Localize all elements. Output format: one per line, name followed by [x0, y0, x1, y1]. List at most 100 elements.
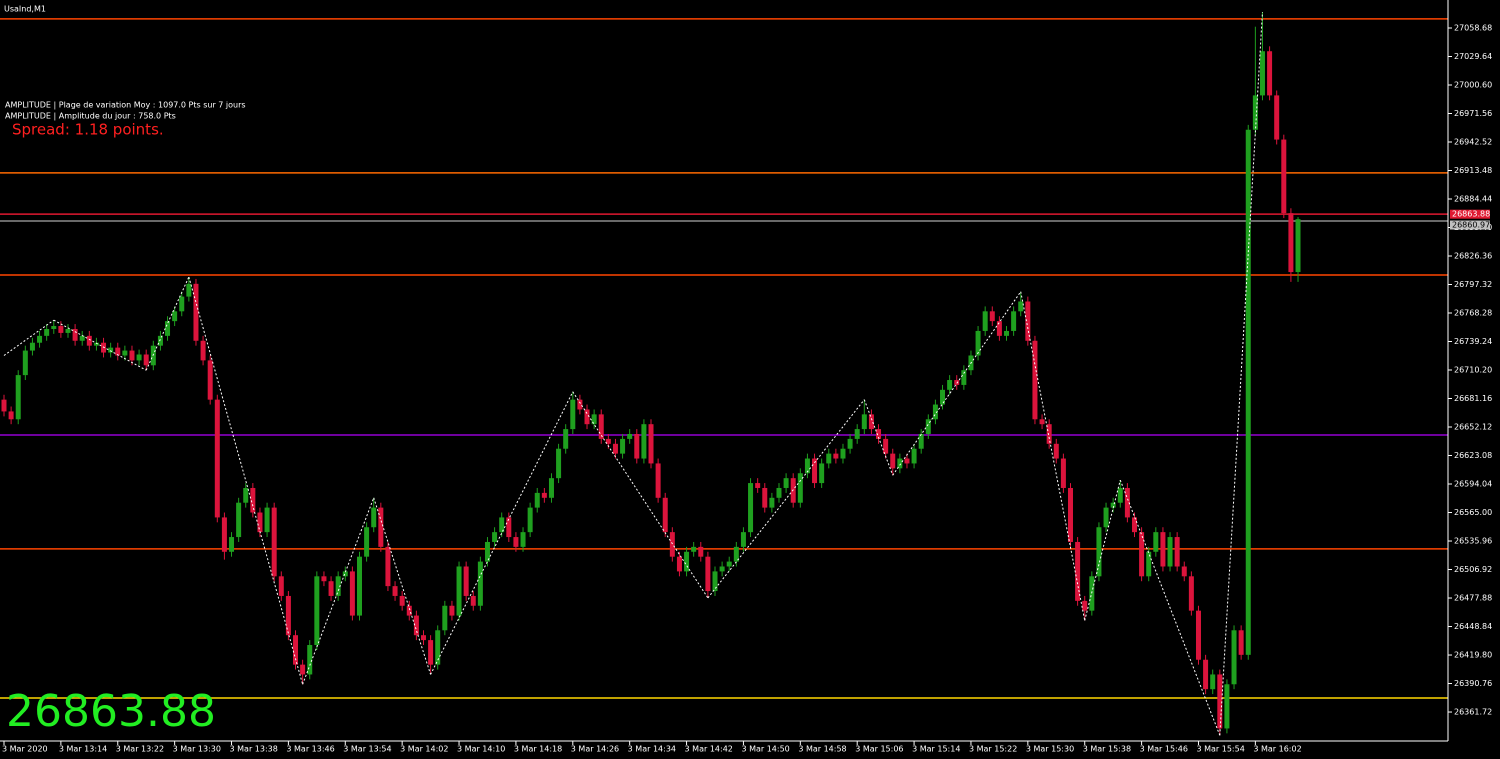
candle-body — [911, 448, 917, 464]
y-tick-label: 27029.64 — [1454, 52, 1492, 61]
candle-body — [527, 507, 533, 533]
candle-body — [1075, 541, 1081, 601]
candle-body — [1259, 51, 1265, 96]
candle-body — [570, 399, 576, 430]
x-tick-label: 3 Mar 15:06 — [855, 745, 903, 754]
x-tick-label: 3 Mar 13:22 — [116, 745, 164, 754]
zigzag-segment — [572, 391, 709, 599]
candle-body — [847, 438, 853, 449]
candle-body — [755, 483, 761, 488]
candle-body — [1238, 630, 1244, 655]
candle-body — [684, 551, 690, 572]
candle-body — [1117, 487, 1123, 503]
candle-body — [435, 630, 441, 665]
candle-body — [413, 615, 419, 636]
candle-body — [129, 350, 135, 361]
zigzag-segment — [1219, 11, 1263, 736]
x-tick-label: 3 Mar 13:54 — [343, 745, 391, 754]
candle-body — [833, 453, 839, 459]
candle-body — [200, 340, 206, 361]
candle-body — [620, 438, 626, 454]
candle-body — [797, 473, 803, 503]
candle-body — [285, 595, 291, 636]
candle-body — [229, 537, 235, 552]
x-tick-label: 3 Mar 13:46 — [286, 745, 334, 754]
candle-body — [193, 283, 199, 341]
candle-body — [762, 487, 768, 508]
y-tick-label: 26419.80 — [1454, 651, 1492, 660]
y-tick-label: 26739.24 — [1454, 337, 1492, 346]
candle-body — [1231, 630, 1237, 685]
candle-body — [1068, 487, 1073, 542]
candle-body — [598, 414, 604, 439]
candle-body — [776, 487, 782, 498]
candle-body — [506, 517, 512, 538]
candle-body — [143, 354, 149, 366]
candle-body — [1018, 301, 1024, 312]
zigzag-segment — [145, 276, 190, 371]
candle-body — [385, 546, 391, 587]
candle-body — [364, 527, 370, 557]
candle-body — [1004, 330, 1010, 336]
candle-body — [214, 399, 220, 518]
candle-body — [641, 424, 647, 459]
x-tick-label: 3 Mar 14:42 — [685, 745, 733, 754]
candle-body — [534, 492, 540, 508]
candle-body — [947, 380, 953, 390]
candle-body — [157, 335, 163, 346]
candle-body — [1039, 419, 1045, 425]
info-line: AMPLITUDE | Plage de variation Moy : 109… — [5, 101, 246, 110]
candle-body — [499, 517, 505, 533]
bid-display: 26863.88 — [6, 686, 216, 737]
x-tick-label: 3 Mar 14:58 — [798, 745, 846, 754]
x-tick-label: 3 Mar 14:18 — [514, 745, 562, 754]
info-line: AMPLITUDE | Amplitude du jour : 758.0 Pt… — [5, 112, 176, 121]
candle-body — [236, 502, 242, 538]
candle-body — [1053, 443, 1059, 459]
candle-body — [8, 411, 14, 420]
y-tick-label: 26565.00 — [1454, 508, 1492, 517]
candle-body — [207, 360, 213, 400]
price-label-box — [1450, 220, 1490, 230]
candle-body — [748, 483, 754, 533]
y-tick-label: 26506.92 — [1454, 565, 1492, 574]
candle-body — [1167, 537, 1173, 567]
candle-body — [975, 330, 981, 356]
candle-body — [1131, 517, 1137, 533]
candle-body — [44, 328, 50, 336]
x-tick-label: 3 Mar 15:38 — [1083, 745, 1131, 754]
candle-body — [79, 335, 85, 341]
candle-body — [93, 342, 99, 346]
candle-body — [406, 605, 412, 616]
candle-body — [1181, 566, 1187, 577]
candle-body — [1203, 659, 1209, 690]
zigzag-segment — [53, 319, 147, 371]
x-tick-label: 3 Mar 14:02 — [400, 745, 448, 754]
candle-body — [492, 532, 498, 542]
x-tick-label: 3 Mar 13:38 — [230, 745, 278, 754]
x-tick-label: 3 Mar 13:30 — [173, 745, 221, 754]
y-tick-label: 26971.56 — [1454, 109, 1492, 118]
candle-body — [648, 424, 654, 464]
candle-body — [29, 342, 35, 351]
candle-body — [108, 347, 114, 353]
y-tick-label: 26681.16 — [1454, 394, 1492, 403]
candle-body — [136, 354, 142, 361]
candle-body — [940, 389, 946, 405]
zigzag-segment — [188, 276, 304, 685]
x-tick-label: 3 Mar 14:50 — [741, 745, 789, 754]
x-tick-label: 3 Mar 14:10 — [457, 745, 505, 754]
candle-body — [357, 556, 362, 616]
y-tick-label: 26361.72 — [1454, 708, 1492, 717]
candle-body — [449, 605, 455, 616]
y-tick-label: 26797.32 — [1454, 280, 1492, 289]
price-label-box — [1450, 209, 1490, 219]
candle-body — [982, 311, 988, 331]
candle-body — [1252, 95, 1258, 130]
candle-body — [812, 458, 818, 484]
candle-body — [1267, 51, 1273, 96]
candle-body — [548, 478, 554, 498]
candle-body — [243, 487, 249, 503]
x-tick-label: 3 Mar 16:02 — [1253, 745, 1301, 754]
